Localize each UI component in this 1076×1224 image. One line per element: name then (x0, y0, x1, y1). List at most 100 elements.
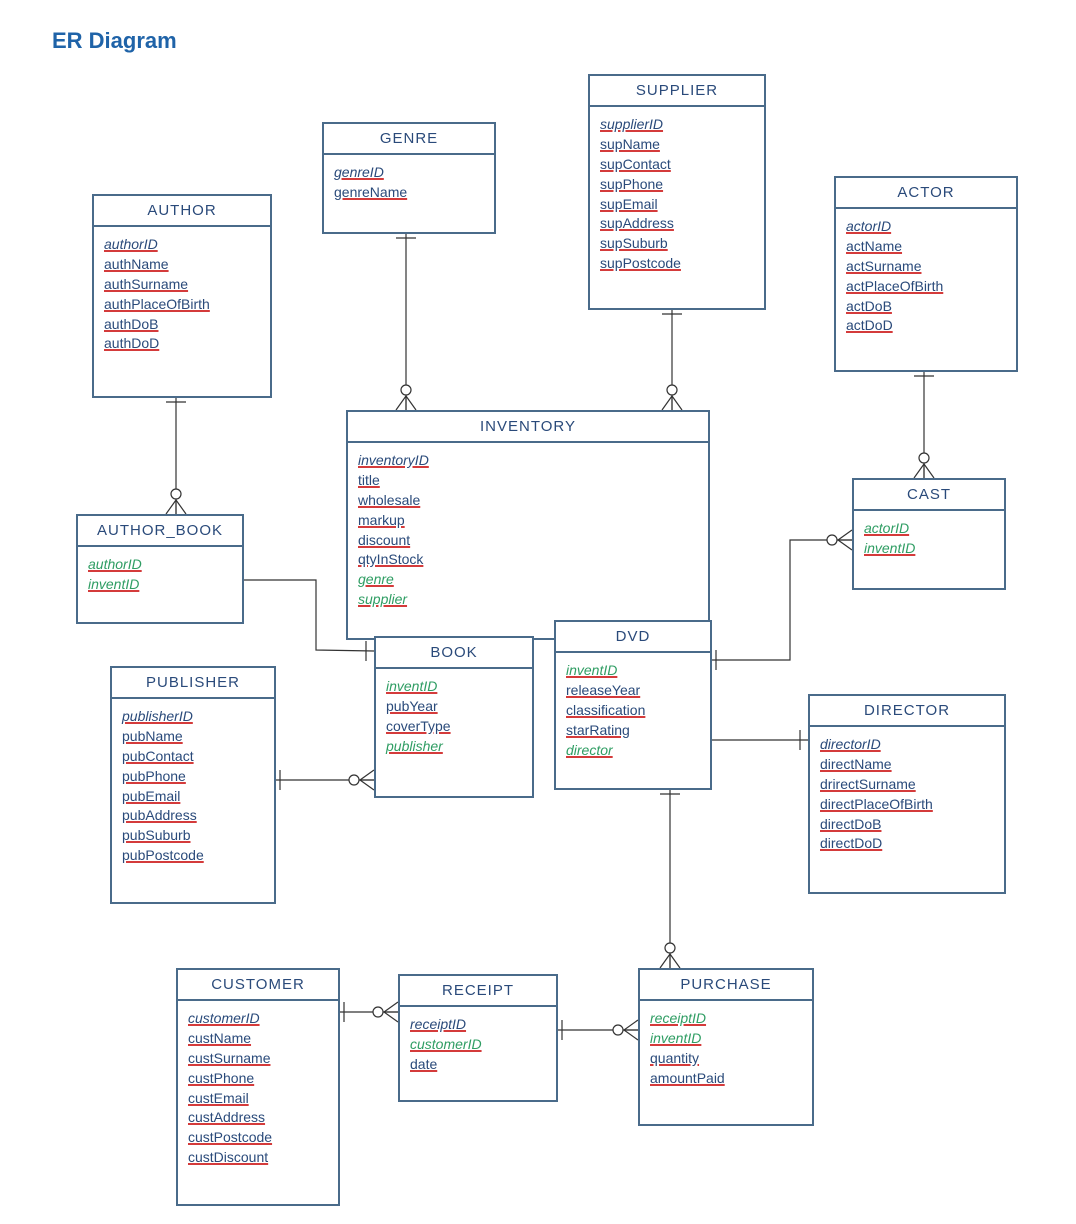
entity-body: inventIDreleaseYearclassificationstarRat… (556, 653, 710, 767)
entity-cast: CASTactorIDinventID (852, 478, 1006, 590)
attr-directPlaceOfBirth: directPlaceOfBirth (820, 795, 994, 814)
page-title: ER Diagram (52, 28, 177, 54)
attr-directDoD: directDoD (820, 834, 994, 853)
entity-supplier: SUPPLIERsupplierIDsupNamesupContactsupPh… (588, 74, 766, 310)
entity-title: DVD (556, 622, 710, 653)
attr-director: director (566, 741, 700, 760)
er-diagram-canvas: ER Diagram AUTHORauthorIDauthNameauthSur… (0, 0, 1076, 1224)
attr-supPhone: supPhone (600, 175, 754, 194)
attr-releaseYear: releaseYear (566, 681, 700, 700)
entity-body: publisherIDpubNamepubContactpubPhonepubE… (112, 699, 274, 873)
entity-title: GENRE (324, 124, 494, 155)
attr-date: date (410, 1055, 546, 1074)
attr-custDiscount: custDiscount (188, 1148, 328, 1167)
entity-body: inventIDpubYearcoverTypepublisher (376, 669, 532, 764)
attr-genreName: genreName (334, 183, 484, 202)
entity-genre: GENREgenreIDgenreName (322, 122, 496, 234)
attr-coverType: coverType (386, 717, 522, 736)
entity-publisher: PUBLISHERpublisherIDpubNamepubContactpub… (110, 666, 276, 904)
attr-authName: authName (104, 255, 260, 274)
attr-publisherID: publisherID (122, 707, 264, 726)
attr-custPhone: custPhone (188, 1069, 328, 1088)
attr-authorID: authorID (88, 555, 232, 574)
entity-body: customerIDcustNamecustSurnamecustPhonecu… (178, 1001, 338, 1175)
attr-actDoB: actDoB (846, 297, 1006, 316)
entity-title: INVENTORY (348, 412, 708, 443)
attr-authDoD: authDoD (104, 334, 260, 353)
attr-supName: supName (600, 135, 754, 154)
attr-receiptID: receiptID (410, 1015, 546, 1034)
entity-author_book: AUTHOR_BOOKauthorIDinventID (76, 514, 244, 624)
attr-custSurname: custSurname (188, 1049, 328, 1068)
entity-body: receiptIDcustomerIDdate (400, 1007, 556, 1082)
attr-discount: discount (358, 531, 698, 550)
attr-supPostcode: supPostcode (600, 254, 754, 273)
attr-pubEmail: pubEmail (122, 787, 264, 806)
attr-customerID: customerID (410, 1035, 546, 1054)
entity-customer: CUSTOMERcustomerIDcustNamecustSurnamecus… (176, 968, 340, 1206)
attr-inventID: inventID (566, 661, 700, 680)
attr-receiptID: receiptID (650, 1009, 802, 1028)
attr-actPlaceOfBirth: actPlaceOfBirth (846, 277, 1006, 296)
attr-pubSuburb: pubSuburb (122, 826, 264, 845)
attr-quantity: quantity (650, 1049, 802, 1068)
attr-custName: custName (188, 1029, 328, 1048)
attr-amountPaid: amountPaid (650, 1069, 802, 1088)
attr-inventID: inventID (864, 539, 994, 558)
attr-supplier: supplier (358, 590, 698, 609)
entity-title: CUSTOMER (178, 970, 338, 1001)
entity-director: DIRECTORdirectorIDdirectNamedrirectSurna… (808, 694, 1006, 894)
entity-title: PURCHASE (640, 970, 812, 1001)
attr-inventID: inventID (386, 677, 522, 696)
attr-directName: directName (820, 755, 994, 774)
entity-body: authorIDinventID (78, 547, 242, 602)
attr-inventID: inventID (88, 575, 232, 594)
attr-starRating: starRating (566, 721, 700, 740)
attr-classification: classification (566, 701, 700, 720)
attr-pubYear: pubYear (386, 697, 522, 716)
entity-body: receiptIDinventIDquantityamountPaid (640, 1001, 812, 1096)
attr-actorID: actorID (864, 519, 994, 538)
attr-publisher: publisher (386, 737, 522, 756)
attr-pubContact: pubContact (122, 747, 264, 766)
entity-title: ACTOR (836, 178, 1016, 209)
attr-supAddress: supAddress (600, 214, 754, 233)
entity-body: authorIDauthNameauthSurnameauthPlaceOfBi… (94, 227, 270, 361)
attr-pubPhone: pubPhone (122, 767, 264, 786)
entity-book: BOOKinventIDpubYearcoverTypepublisher (374, 636, 534, 798)
entity-body: directorIDdirectNamedrirectSurnamedirect… (810, 727, 1004, 861)
entity-receipt: RECEIPTreceiptIDcustomerIDdate (398, 974, 558, 1102)
attr-authSurname: authSurname (104, 275, 260, 294)
attr-custAddress: custAddress (188, 1108, 328, 1127)
entity-title: DIRECTOR (810, 696, 1004, 727)
attr-drirectSurname: drirectSurname (820, 775, 994, 794)
attr-pubName: pubName (122, 727, 264, 746)
attr-pubPostcode: pubPostcode (122, 846, 264, 865)
attr-inventoryID: inventoryID (358, 451, 698, 470)
entity-title: RECEIPT (400, 976, 556, 1007)
attr-supSuburb: supSuburb (600, 234, 754, 253)
entity-inventory: INVENTORY inventoryIDtitlewholesalemarkup… (346, 410, 710, 640)
attr-supEmail: supEmail (600, 195, 754, 214)
entity-body: supplierIDsupNamesupContactsupPhonesupEm… (590, 107, 764, 281)
entity-title: SUPPLIER (590, 76, 764, 107)
attr-directDoB: directDoB (820, 815, 994, 834)
entity-body: actorIDinventID (854, 511, 1004, 566)
attr-supContact: supContact (600, 155, 754, 174)
attr-actorID: actorID (846, 217, 1006, 236)
attr-inventID: inventID (650, 1029, 802, 1048)
attr-wholesale: wholesale (358, 491, 698, 510)
entity-dvd: DVDinventIDreleaseYearclassificationstar… (554, 620, 712, 790)
attr-custEmail: custEmail (188, 1089, 328, 1108)
attr-genreID: genreID (334, 163, 484, 182)
entity-author: AUTHORauthorIDauthNameauthSurnameauthPla… (92, 194, 272, 398)
attr-genre: genre (358, 570, 698, 589)
entity-title: CAST (854, 480, 1004, 511)
attr-title: title (358, 471, 698, 490)
entity-body: genreIDgenreName (324, 155, 494, 210)
attr-directorID: directorID (820, 735, 994, 754)
entity-title: BOOK (376, 638, 532, 669)
attr-supplierID: supplierID (600, 115, 754, 134)
attr-markup: markup (358, 511, 698, 530)
attr-authDoB: authDoB (104, 315, 260, 334)
